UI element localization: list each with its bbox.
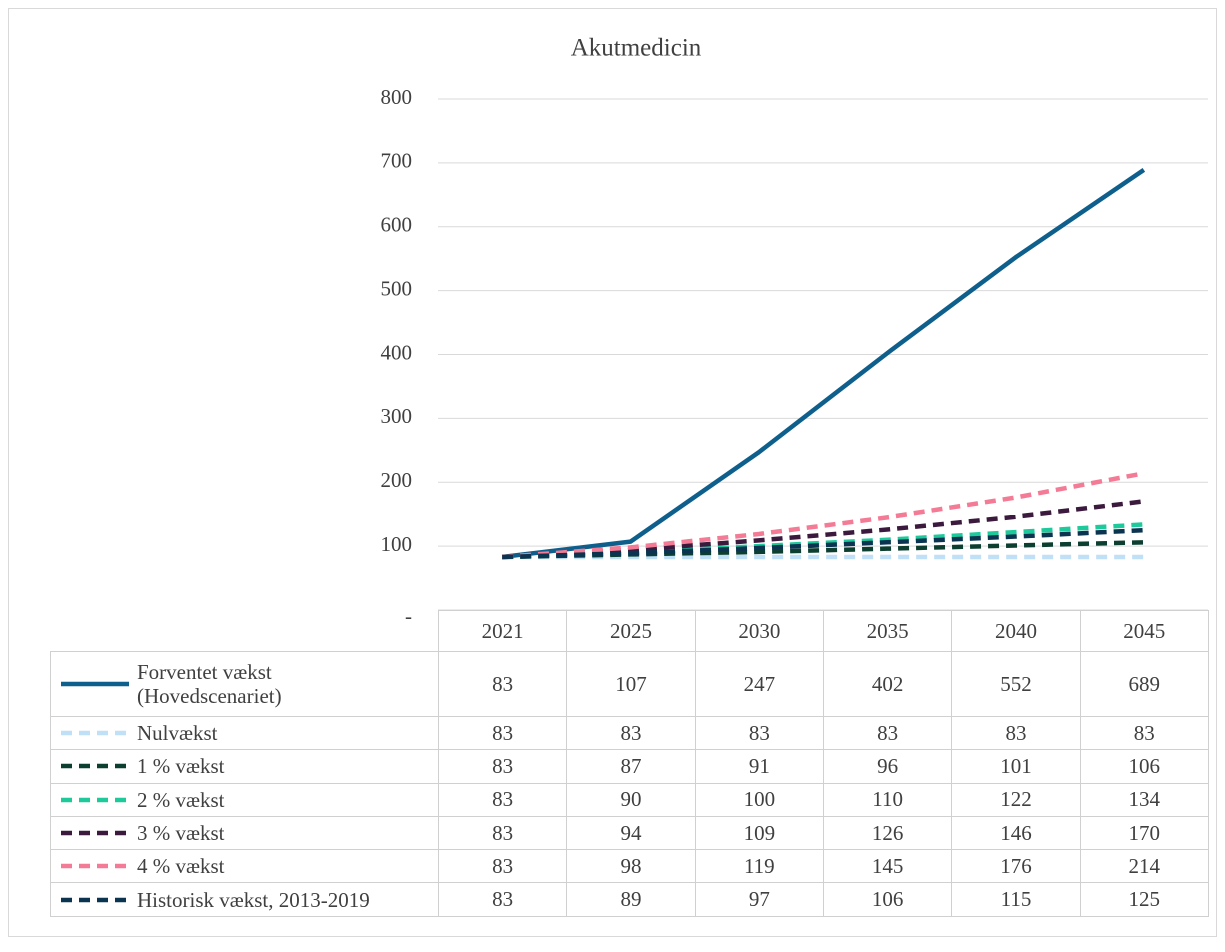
y-tick-label: 100 bbox=[381, 532, 413, 556]
legend-swatch bbox=[61, 797, 129, 802]
header-row: 2021 2025 2030 2035 2040 2045 bbox=[50, 610, 1209, 652]
y-tick-label: 300 bbox=[381, 404, 413, 428]
x-tick-label: 2030 bbox=[694, 610, 824, 652]
corner-cell bbox=[50, 610, 439, 652]
value-cell: 214 bbox=[1079, 849, 1209, 884]
legend-swatch bbox=[61, 681, 129, 687]
data-row: 3 % vækst 83 94 109 126 146 170 bbox=[50, 815, 1209, 851]
value-cell: 83 bbox=[1079, 715, 1209, 751]
value-cell: 110 bbox=[822, 782, 953, 817]
value-cell: 94 bbox=[566, 815, 696, 851]
legend-cell: 2 % vækst bbox=[50, 782, 439, 817]
value-cell: 83 bbox=[437, 782, 568, 817]
x-tick-label: 2025 bbox=[566, 610, 696, 652]
value-cell: 106 bbox=[1079, 749, 1209, 784]
legend-entry: 1 % vækst bbox=[51, 754, 438, 778]
value-cell: 134 bbox=[1079, 782, 1209, 817]
x-tick-label: 2045 bbox=[1079, 610, 1209, 652]
value-cell: 83 bbox=[437, 715, 568, 751]
legend-cell: 4 % vækst bbox=[50, 849, 439, 884]
value-cell: 87 bbox=[566, 749, 696, 784]
legend-swatch bbox=[61, 864, 129, 869]
legend-label: Forventet vækst (Hovedscenariet) bbox=[137, 660, 282, 708]
value-cell: 402 bbox=[822, 651, 953, 717]
data-row: Forventet vækst (Hovedscenariet) 83 107 247… bbox=[50, 651, 1209, 717]
value-cell: 101 bbox=[951, 749, 1081, 784]
value-cell: 83 bbox=[437, 849, 568, 884]
value-cell: 689 bbox=[1079, 651, 1209, 717]
x-tick-label: 2021 bbox=[437, 610, 568, 652]
legend-cell: 3 % vækst bbox=[50, 815, 439, 851]
legend-label: 2 % vækst bbox=[137, 787, 225, 812]
legend-label: 1 % vækst bbox=[137, 754, 225, 779]
value-cell: 83 bbox=[566, 715, 696, 751]
legend-swatch bbox=[61, 730, 129, 736]
value-cell: 109 bbox=[694, 815, 824, 851]
value-cell: 122 bbox=[951, 782, 1081, 817]
y-tick-label: 700 bbox=[381, 149, 413, 173]
value-cell: 107 bbox=[566, 651, 696, 717]
y-tick-label: 600 bbox=[381, 213, 413, 237]
data-row: 4 % vækst 83 98 119 145 176 214 bbox=[50, 849, 1209, 884]
data-row: 2 % vækst 83 90 100 110 122 134 bbox=[50, 782, 1209, 817]
value-cell: 119 bbox=[694, 849, 824, 884]
value-cell: 90 bbox=[566, 782, 696, 817]
data-row: Historisk vækst, 2013-2019 83 89 97 106 115 12… bbox=[50, 882, 1209, 917]
legend-label: 3 % vækst bbox=[137, 821, 225, 846]
value-cell: 126 bbox=[822, 815, 953, 851]
data-table: 2021 2025 2030 2035 2040 2045 Forventet vækst … bbox=[50, 610, 1209, 917]
value-cell: 83 bbox=[437, 815, 568, 851]
value-cell: 83 bbox=[951, 715, 1081, 751]
value-cell: 83 bbox=[437, 749, 568, 784]
value-cell: 98 bbox=[566, 849, 696, 884]
legend-entry: Historisk vækst, 2013-2019 bbox=[51, 888, 438, 912]
legend-entry: 2 % vækst bbox=[51, 788, 438, 812]
value-cell: 83 bbox=[694, 715, 824, 751]
data-row: Nulvækst 83 83 83 83 83 83 bbox=[50, 715, 1209, 751]
value-cell: 89 bbox=[566, 882, 696, 917]
legend-label: Nulvækst bbox=[137, 721, 218, 746]
value-cell: 176 bbox=[951, 849, 1081, 884]
chart-border bbox=[8, 8, 1217, 937]
value-cell: 100 bbox=[694, 782, 824, 817]
legend-swatch bbox=[61, 764, 129, 769]
legend-label: 4 % vækst bbox=[137, 854, 225, 879]
legend-cell: Historisk vækst, 2013-2019 bbox=[50, 882, 439, 917]
chart-title: Akutmedicin bbox=[571, 35, 702, 62]
legend-cell: Nulvækst bbox=[50, 715, 439, 751]
value-cell: 91 bbox=[694, 749, 824, 784]
value-cell: 83 bbox=[437, 882, 568, 917]
y-tick-label: 200 bbox=[381, 468, 413, 492]
value-cell: 106 bbox=[822, 882, 953, 917]
legend-swatch bbox=[61, 897, 129, 902]
value-cell: 125 bbox=[1079, 882, 1209, 917]
legend-entry: 4 % vækst bbox=[51, 854, 438, 878]
value-cell: 145 bbox=[822, 849, 953, 884]
legend-entry: 3 % vækst bbox=[51, 821, 438, 845]
legend-cell: 1 % vækst bbox=[50, 749, 439, 784]
legend-label: Historisk vækst, 2013-2019 bbox=[137, 887, 370, 912]
legend-entry: Forventet vækst (Hovedscenariet) bbox=[51, 660, 438, 708]
y-tick-label: 500 bbox=[381, 276, 413, 300]
value-cell: 170 bbox=[1079, 815, 1209, 851]
value-cell: 552 bbox=[951, 651, 1081, 717]
legend-swatch bbox=[61, 830, 129, 836]
value-cell: 146 bbox=[951, 815, 1081, 851]
data-row: 1 % vækst 83 87 91 96 101 106 bbox=[50, 749, 1209, 784]
value-cell: 83 bbox=[822, 715, 953, 751]
x-tick-label: 2040 bbox=[951, 610, 1081, 652]
value-cell: 115 bbox=[951, 882, 1081, 917]
legend-entry: Nulvækst bbox=[51, 721, 438, 745]
value-cell: 247 bbox=[694, 651, 824, 717]
value-cell: 97 bbox=[694, 882, 824, 917]
series-line bbox=[501, 168, 1146, 560]
value-cell: 96 bbox=[822, 749, 953, 784]
x-tick-label: 2035 bbox=[822, 610, 953, 652]
y-tick-label: 800 bbox=[381, 85, 413, 109]
value-cell: 83 bbox=[437, 651, 568, 717]
y-tick-label: 400 bbox=[381, 340, 413, 364]
legend-cell: Forventet vækst (Hovedscenariet) bbox=[50, 651, 439, 717]
